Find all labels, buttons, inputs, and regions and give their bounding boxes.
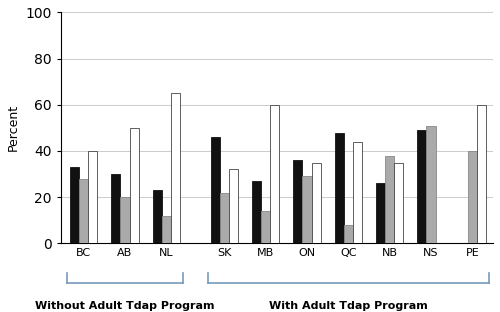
Bar bbox=[112, 174, 120, 243]
Text: With Adult Tdap Program: With Adult Tdap Program bbox=[269, 301, 428, 311]
Bar bbox=[353, 142, 362, 243]
Bar bbox=[426, 126, 436, 243]
Bar bbox=[229, 169, 238, 243]
Bar bbox=[394, 163, 404, 243]
Bar bbox=[171, 93, 180, 243]
Bar bbox=[344, 225, 353, 243]
Bar bbox=[130, 128, 138, 243]
Bar bbox=[220, 193, 229, 243]
Bar bbox=[270, 105, 280, 243]
Y-axis label: Percent: Percent bbox=[7, 104, 20, 151]
Bar bbox=[70, 167, 79, 243]
Bar bbox=[252, 181, 261, 243]
Bar bbox=[385, 156, 394, 243]
Text: Without Adult Tdap Program: Without Adult Tdap Program bbox=[36, 301, 215, 311]
Bar bbox=[79, 179, 88, 243]
Bar bbox=[294, 160, 302, 243]
Bar bbox=[334, 133, 344, 243]
Bar bbox=[376, 183, 385, 243]
Bar bbox=[418, 130, 426, 243]
Bar bbox=[162, 216, 171, 243]
Bar bbox=[210, 137, 220, 243]
Bar bbox=[468, 151, 477, 243]
Bar bbox=[120, 197, 130, 243]
Bar bbox=[302, 176, 312, 243]
Bar bbox=[88, 151, 98, 243]
Bar bbox=[261, 211, 270, 243]
Bar bbox=[477, 105, 486, 243]
Bar bbox=[152, 190, 162, 243]
Bar bbox=[312, 163, 320, 243]
